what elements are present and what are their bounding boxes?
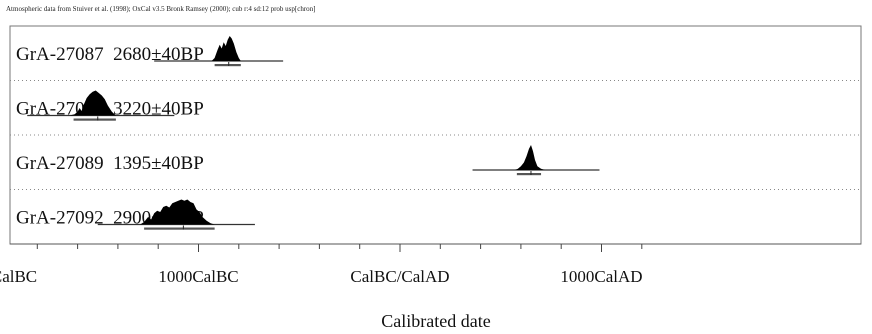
x-tick-label: 1000CalBC <box>158 267 238 286</box>
x-tick-label: 1000CalAD <box>560 267 642 286</box>
density-curve <box>211 36 241 61</box>
x-tick-label: 2000CalBC <box>0 267 37 286</box>
density-curve <box>69 90 116 116</box>
density-curve <box>514 145 546 170</box>
sample-row: GrA-27087 2680±40BP <box>10 36 861 81</box>
chart-header-note: Atmospheric data from Stuiver et al. (19… <box>6 5 316 13</box>
density-curve <box>140 199 215 225</box>
sample-row: GrA-27088 3220±40BP <box>10 90 861 136</box>
sample-label: GrA-27089 1395±40BP <box>16 153 204 174</box>
hpd-range-bar <box>144 227 215 230</box>
sample-label: GrA-27087 2680±40BP <box>16 44 204 65</box>
sample-row: GrA-27092 2900±40BP <box>16 199 255 230</box>
hpd-range-bar <box>214 64 241 67</box>
x-axis-title: Calibrated date <box>381 311 490 331</box>
sample-row: GrA-27089 1395±40BP <box>10 145 861 190</box>
x-tick-label: CalBC/CalAD <box>350 267 449 286</box>
hpd-range-bar <box>516 173 542 176</box>
hpd-range-bar <box>73 118 116 121</box>
